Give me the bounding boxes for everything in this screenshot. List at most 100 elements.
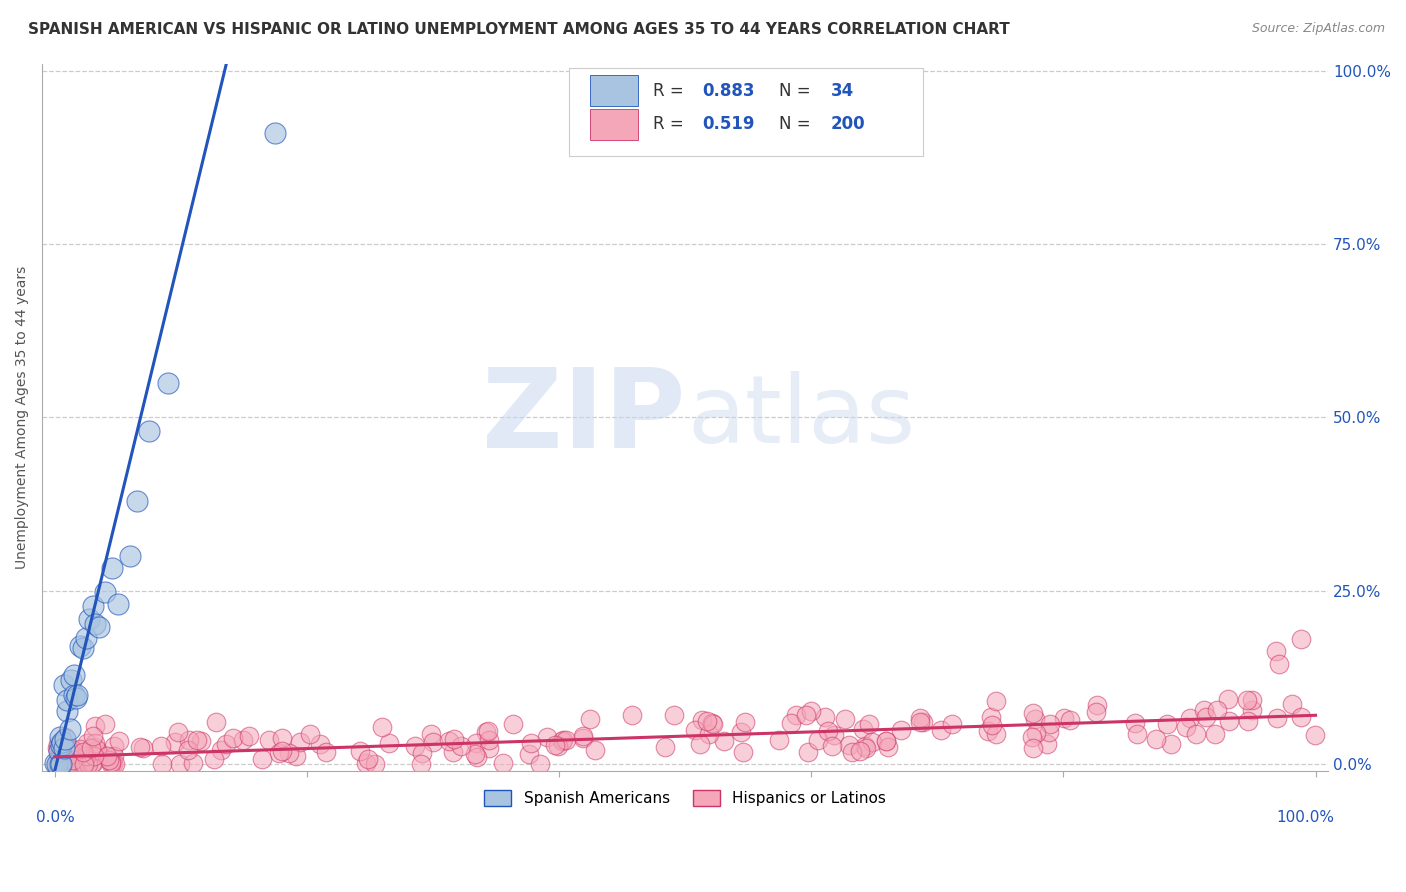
Point — [702, 717, 724, 731]
Text: 0.883: 0.883 — [702, 82, 755, 100]
Text: 34: 34 — [831, 82, 853, 100]
Point — [357, 752, 380, 766]
Text: N =: N = — [779, 82, 815, 100]
Point — [731, 745, 754, 759]
Point — [823, 728, 845, 742]
Point — [855, 740, 877, 755]
Point — [699, 727, 721, 741]
Point — [60, 747, 83, 761]
Point — [186, 732, 208, 747]
Point — [817, 723, 839, 738]
Point — [354, 756, 377, 770]
FancyBboxPatch shape — [591, 75, 637, 106]
Point — [49, 756, 72, 771]
Point — [100, 755, 122, 769]
Point — [841, 745, 863, 759]
Point — [478, 741, 501, 756]
Point — [422, 734, 444, 748]
Point — [51, 745, 73, 759]
Text: R =: R = — [652, 82, 689, 100]
Point — [852, 722, 875, 736]
Point — [378, 736, 401, 750]
Point — [544, 738, 567, 752]
Point — [264, 126, 287, 140]
Point — [177, 732, 200, 747]
Text: atlas: atlas — [688, 371, 915, 463]
Point — [984, 727, 1007, 741]
Point — [1237, 714, 1260, 728]
Point — [929, 723, 952, 737]
Point — [1024, 713, 1046, 727]
Point — [165, 734, 187, 748]
Point — [267, 746, 290, 760]
Point — [103, 748, 125, 763]
Point — [409, 756, 432, 771]
Point — [536, 730, 558, 744]
Text: SPANISH AMERICAN VS HISPANIC OR LATINO UNEMPLOYMENT AMONG AGES 35 TO 44 YEARS CO: SPANISH AMERICAN VS HISPANIC OR LATINO U… — [28, 22, 1010, 37]
Point — [181, 756, 204, 770]
Point — [84, 740, 107, 755]
Point — [814, 710, 837, 724]
Point — [860, 734, 883, 748]
Point — [1185, 727, 1208, 741]
Point — [69, 639, 91, 653]
Point — [1265, 644, 1288, 658]
Point — [1021, 731, 1043, 745]
FancyBboxPatch shape — [591, 109, 637, 140]
Point — [49, 730, 72, 744]
Point — [80, 740, 103, 755]
Point — [66, 688, 89, 702]
Point — [1216, 692, 1239, 706]
Point — [129, 739, 152, 754]
Point — [1303, 728, 1326, 742]
Point — [98, 753, 121, 767]
Point — [858, 717, 880, 731]
Point — [82, 599, 104, 613]
Text: 200: 200 — [831, 115, 865, 133]
Point — [1059, 713, 1081, 727]
Point — [45, 756, 67, 771]
Point — [875, 734, 897, 748]
Point — [94, 585, 117, 599]
Point — [519, 736, 541, 750]
Point — [1289, 710, 1312, 724]
Point — [1160, 737, 1182, 751]
Point — [84, 719, 107, 733]
Point — [465, 749, 488, 764]
Point — [290, 735, 312, 749]
Y-axis label: Unemployment Among Ages 35 to 44 years: Unemployment Among Ages 35 to 44 years — [15, 266, 30, 569]
Point — [1192, 703, 1215, 717]
Point — [1053, 711, 1076, 725]
Point — [517, 747, 540, 762]
Point — [214, 737, 236, 751]
Point — [46, 737, 69, 751]
Point — [1178, 711, 1201, 725]
Point — [689, 737, 711, 751]
Point — [53, 732, 76, 747]
Point — [82, 756, 104, 771]
Point — [551, 733, 574, 747]
Text: N =: N = — [779, 115, 815, 133]
Point — [86, 743, 108, 757]
Point — [72, 640, 94, 655]
Point — [654, 739, 676, 754]
Point — [271, 744, 294, 758]
Point — [437, 734, 460, 748]
Point — [82, 729, 104, 743]
Point — [555, 733, 578, 747]
Point — [1025, 726, 1047, 740]
Point — [785, 708, 807, 723]
Point — [583, 743, 606, 757]
Point — [100, 756, 122, 771]
Point — [849, 744, 872, 758]
Point — [547, 739, 569, 753]
Point — [84, 736, 107, 750]
Point — [364, 756, 387, 771]
Point — [70, 756, 93, 771]
Point — [620, 708, 643, 723]
Point — [222, 731, 245, 746]
Point — [69, 742, 91, 756]
Point — [190, 734, 212, 748]
Point — [730, 724, 752, 739]
Point — [779, 716, 801, 731]
